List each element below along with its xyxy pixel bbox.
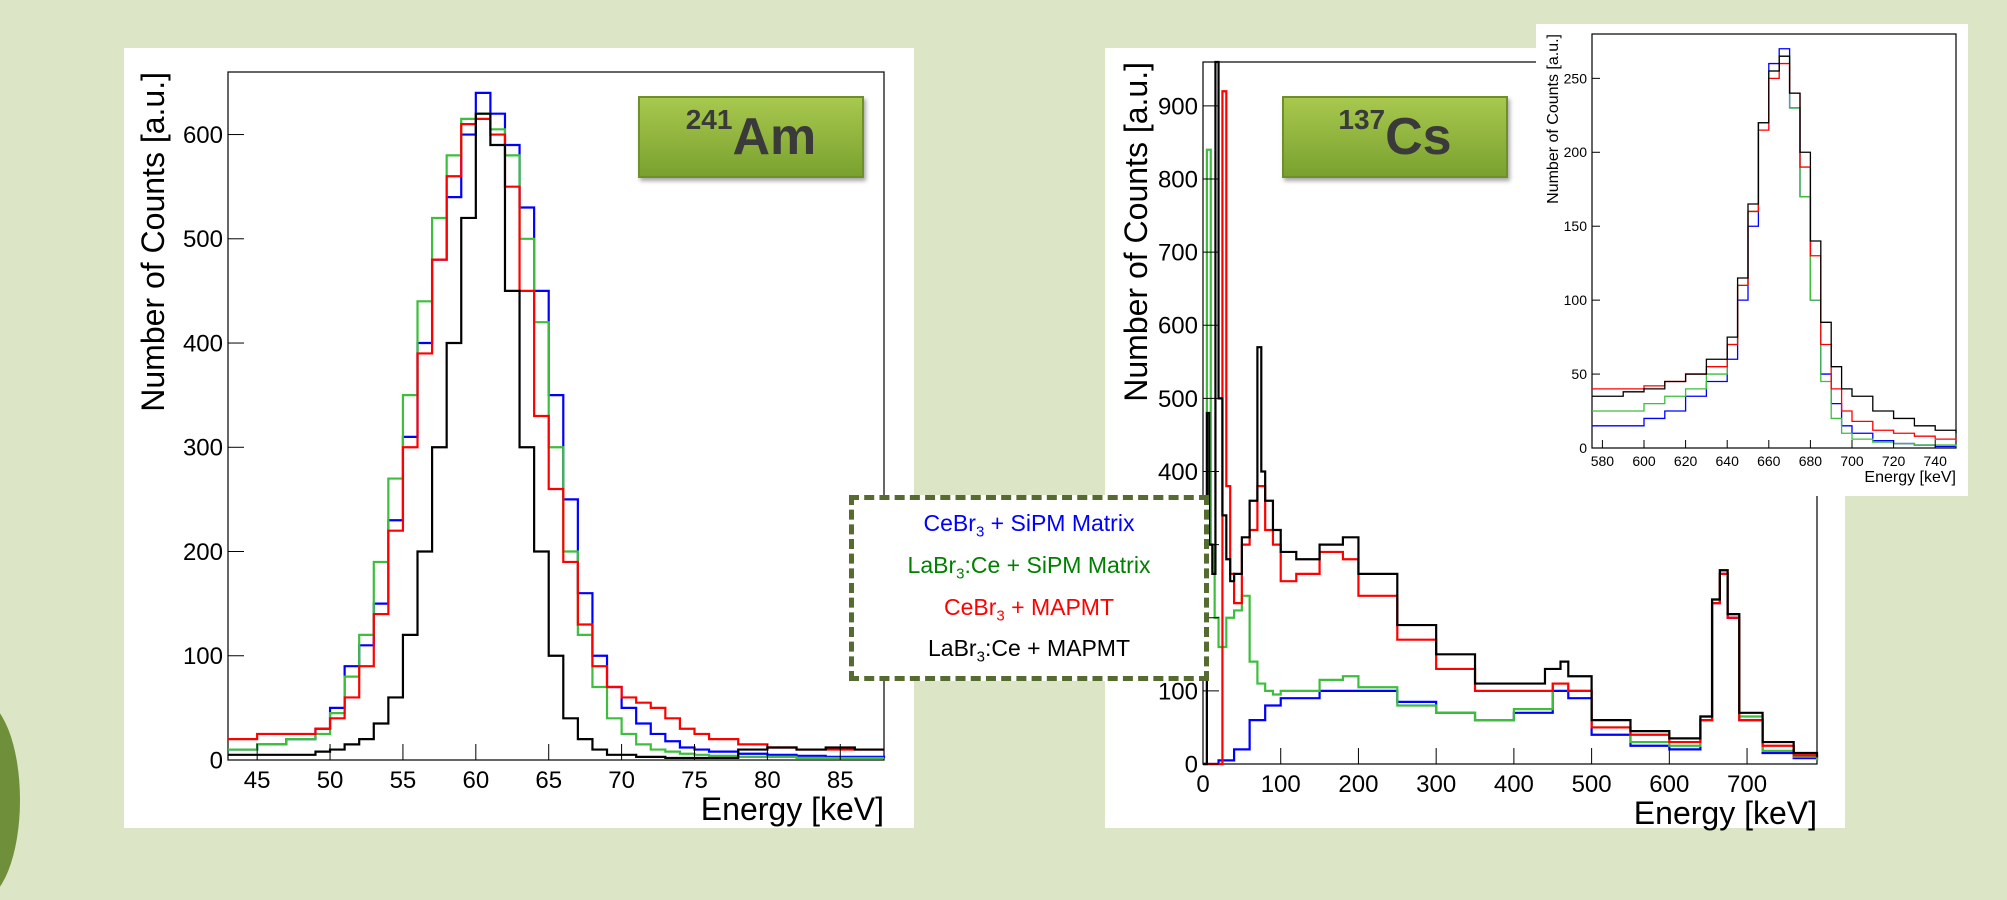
y-tick-label: 300 bbox=[183, 435, 223, 462]
x-tick-label: 580 bbox=[1591, 453, 1615, 469]
series-line-0 bbox=[1203, 572, 1819, 766]
y-tick-label: 800 bbox=[1158, 166, 1198, 193]
am241-mass-number: 241 bbox=[685, 104, 733, 135]
legend-entry: CeBr3 + MAPMT bbox=[943, 593, 1114, 625]
y-tick-label: 100 bbox=[183, 643, 223, 670]
x-tick-label: 75 bbox=[681, 767, 708, 794]
y-tick-label: 500 bbox=[183, 226, 223, 253]
y-tick-label: 250 bbox=[1564, 70, 1588, 86]
y-tick-label: 600 bbox=[1158, 313, 1198, 340]
y-tick-label: 50 bbox=[1571, 366, 1587, 382]
series-line-2 bbox=[1592, 62, 1957, 441]
cs137-inset-chart: 580 600 620 640 660 680 700 720 740 0 50 100 150 200 2… bbox=[1545, 33, 1957, 486]
cs137-inset-panel: 580 600 620 640 660 680 700 720 740 0 50 100 150 200 2… bbox=[1536, 24, 1968, 496]
x-tick-label: 600 bbox=[1632, 453, 1656, 469]
legend-entry: CeBr3 + SiPM Matrix bbox=[923, 510, 1135, 541]
x-tick-label: 0 bbox=[1196, 771, 1209, 798]
y-axis-label: Number of Counts [a.u.] bbox=[1545, 34, 1562, 204]
am241-chart: 45 50 55 60 65 70 75 80 85 0 100 200 300 400 500 600 Ene… bbox=[135, 71, 886, 827]
x-tick-label: 500 bbox=[1572, 771, 1612, 798]
legend-entry: LaBr3:Ce + SiPM Matrix bbox=[907, 551, 1151, 583]
y-tick-label: 400 bbox=[1158, 459, 1198, 486]
y-tick-label: 100 bbox=[1564, 292, 1588, 308]
am241-spectrum-panel: 45 50 55 60 65 70 75 80 85 0 100 200 300 400 500 600 Ene… bbox=[124, 48, 914, 828]
plot-frame bbox=[1591, 33, 1957, 449]
y-tick-label: 0 bbox=[1185, 751, 1198, 778]
x-tick-label: 700 bbox=[1727, 771, 1767, 798]
series-line-1 bbox=[228, 112, 884, 760]
plot-frame bbox=[227, 71, 885, 761]
cs137-element: Cs bbox=[1385, 108, 1452, 166]
series-line-3 bbox=[1592, 55, 1957, 434]
y-tick-label: 200 bbox=[183, 539, 223, 566]
x-tick-label: 300 bbox=[1416, 771, 1456, 798]
y-tick-label: 100 bbox=[1158, 678, 1198, 705]
y-tick-label: 400 bbox=[183, 330, 223, 357]
x-tick-label: 80 bbox=[754, 767, 781, 794]
series-line-0 bbox=[228, 91, 886, 758]
x-axis-label: Energy [keV] bbox=[1634, 795, 1817, 831]
x-tick-label: 85 bbox=[827, 767, 854, 794]
series-line-2 bbox=[228, 117, 884, 751]
cs137-mass-number: 137 bbox=[1338, 104, 1386, 135]
x-tick-label: 660 bbox=[1757, 453, 1781, 469]
y-axis-label: Number of Counts [a.u.] bbox=[135, 72, 171, 412]
x-axis-label: Energy [keV] bbox=[701, 791, 884, 827]
legend: CeBr3 + SiPM Matrix LaBr3:Ce + SiPM Matr… bbox=[849, 495, 1209, 681]
series-line-3 bbox=[1203, 60, 1819, 766]
x-tick-label: 60 bbox=[462, 767, 489, 794]
x-tick-label: 720 bbox=[1882, 453, 1906, 469]
x-tick-label: 45 bbox=[244, 767, 271, 794]
x-tick-label: 50 bbox=[317, 767, 344, 794]
series-line-0 bbox=[1592, 48, 1956, 448]
y-tick-label: 200 bbox=[1564, 144, 1588, 160]
cs137-badge: 137Cs bbox=[1282, 96, 1508, 178]
x-axis-label: Energy [keV] bbox=[1864, 469, 1956, 486]
x-tick-label: 620 bbox=[1674, 453, 1698, 469]
y-tick-label: 600 bbox=[183, 122, 223, 149]
series-line-1 bbox=[1592, 55, 1957, 447]
x-tick-label: 70 bbox=[608, 767, 635, 794]
am241-badge: 241Am bbox=[638, 96, 864, 178]
x-tick-label: 200 bbox=[1338, 771, 1378, 798]
am241-element: Am bbox=[732, 108, 817, 166]
x-tick-label: 65 bbox=[535, 767, 562, 794]
background-decoration bbox=[0, 700, 20, 900]
x-tick-label: 640 bbox=[1716, 453, 1740, 469]
y-tick-label: 500 bbox=[1158, 386, 1198, 413]
y-tick-label: 900 bbox=[1158, 93, 1198, 120]
y-tick-label: 150 bbox=[1564, 218, 1588, 234]
cs137-chart: 0100200300400500600700010020030040050060… bbox=[1118, 60, 1819, 831]
x-tick-label: 55 bbox=[390, 767, 417, 794]
y-tick-label: 700 bbox=[1158, 240, 1198, 267]
y-tick-label: 0 bbox=[1579, 440, 1587, 456]
x-tick-label: 700 bbox=[1840, 453, 1864, 469]
x-tick-label: 100 bbox=[1261, 771, 1301, 798]
legend-entry: LaBr3:Ce + MAPMT bbox=[928, 635, 1130, 666]
y-tick-label: 0 bbox=[210, 747, 223, 774]
x-tick-label: 600 bbox=[1649, 771, 1689, 798]
series-line-3 bbox=[228, 112, 884, 760]
x-tick-label: 740 bbox=[1924, 453, 1948, 469]
x-tick-label: 680 bbox=[1799, 453, 1823, 469]
y-axis-label: Number of Counts [a.u.] bbox=[1118, 62, 1154, 402]
x-tick-label: 400 bbox=[1494, 771, 1534, 798]
